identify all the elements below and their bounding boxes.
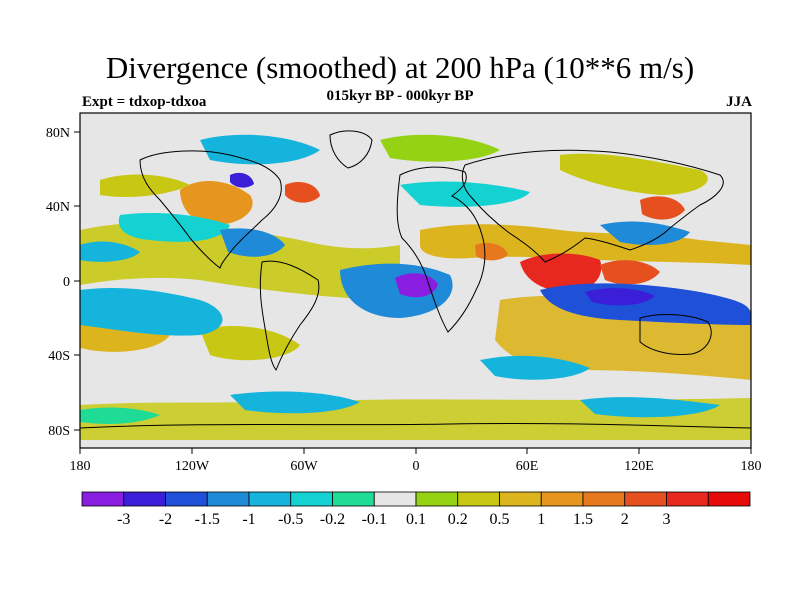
colorbar-label: -1 bbox=[242, 511, 255, 528]
colorbar-label: -0.2 bbox=[320, 511, 345, 528]
strong-negative-region bbox=[230, 172, 254, 188]
positive-anomaly-region bbox=[180, 180, 253, 225]
negative-anomaly-region bbox=[580, 397, 720, 418]
negative-anomaly-region bbox=[80, 407, 160, 424]
colorbar-swatch bbox=[540, 491, 584, 507]
colorbar-label: 0.2 bbox=[448, 511, 468, 528]
lon-tick-label: 180 bbox=[70, 459, 91, 474]
lat-tick-label: 0 bbox=[63, 275, 70, 290]
colorbar-swatch bbox=[290, 491, 333, 507]
colorbar-label: -0.1 bbox=[362, 511, 387, 528]
colorbar-swatch bbox=[206, 491, 250, 507]
negative-anomaly-region bbox=[480, 355, 590, 380]
positive-anomaly-region bbox=[560, 153, 708, 195]
lat-tick-label: 80N bbox=[46, 126, 70, 141]
colorbar-swatch bbox=[165, 491, 208, 507]
negative-anomaly-region bbox=[200, 134, 320, 165]
colorbar-swatch bbox=[123, 491, 166, 507]
longitude-axis: 180 120W 60W 0 60E 120E 180 bbox=[70, 448, 762, 474]
colorbar-label: 2 bbox=[621, 511, 629, 528]
colorbar-swatch bbox=[457, 491, 500, 507]
lon-tick-label: 60W bbox=[290, 459, 318, 474]
colorbar-swatch bbox=[415, 491, 459, 507]
colorbar-swatch bbox=[707, 491, 751, 507]
experiment-label: Expt = tdxop-tdxoa bbox=[82, 94, 207, 110]
lat-tick-label: 80S bbox=[48, 424, 70, 439]
colorbar-swatch bbox=[582, 491, 626, 507]
colorbar-swatch bbox=[248, 491, 292, 507]
negative-anomaly-region bbox=[400, 181, 530, 207]
colorbar-swatch bbox=[666, 491, 709, 507]
lon-tick-label: 0 bbox=[413, 459, 420, 474]
colorbar-label: -0.5 bbox=[278, 511, 303, 528]
colorbar-swatch bbox=[373, 491, 417, 507]
chart-title: Divergence (smoothed) at 200 hPa (10**6 … bbox=[105, 50, 695, 85]
colorbar-label: -2 bbox=[159, 511, 172, 528]
positive-anomaly-region bbox=[100, 174, 190, 197]
lon-tick-label: 120W bbox=[175, 459, 210, 474]
negative-anomaly-region bbox=[600, 221, 690, 245]
season-label: JJA bbox=[726, 94, 752, 110]
negative-anomaly-region bbox=[230, 391, 360, 414]
strong-positive-region bbox=[640, 196, 685, 220]
strong-positive-region bbox=[520, 253, 602, 292]
lon-tick-label: 60E bbox=[516, 459, 539, 474]
lon-tick-label: 180 bbox=[741, 459, 762, 474]
lat-tick-label: 40N bbox=[46, 200, 70, 215]
negative-anomaly-region bbox=[80, 288, 223, 336]
latitude-axis: 80N 40N 0 40S 80S bbox=[46, 126, 80, 439]
strong-positive-region bbox=[475, 243, 508, 261]
colorbar-label: 1 bbox=[537, 511, 545, 528]
map-field bbox=[80, 113, 751, 448]
colorbar-label: 0.5 bbox=[490, 511, 510, 528]
positive-anomaly-region bbox=[380, 134, 500, 162]
lat-tick-label: 40S bbox=[48, 349, 70, 364]
colorbar-label: -3 bbox=[117, 511, 130, 528]
positive-anomaly-region bbox=[80, 222, 400, 300]
coastlines bbox=[80, 130, 751, 429]
colorbar-swatch bbox=[81, 491, 125, 507]
negative-anomaly-region bbox=[80, 241, 140, 262]
strong-positive-region bbox=[600, 260, 660, 285]
colorbar-swatch bbox=[332, 491, 375, 507]
strong-negative-region bbox=[585, 288, 655, 306]
colorbar-swatch bbox=[499, 491, 542, 507]
colorbar: -3 -2 -1.5 -1 -0.5 -0.2 -0.1 0.1 0.2 0.5 1 1.5 2 3 bbox=[81, 491, 751, 528]
colorbar-label: 0.1 bbox=[406, 511, 426, 528]
colorbar-label: 1.5 bbox=[573, 511, 593, 528]
chart-subtitle: 015kyr BP - 000kyr BP bbox=[326, 88, 474, 104]
colorbar-label: 3 bbox=[663, 511, 671, 528]
colorbar-label: -1.5 bbox=[195, 511, 220, 528]
lon-tick-label: 120E bbox=[624, 459, 654, 474]
negative-anomaly-region bbox=[118, 213, 230, 242]
positive-anomaly-region bbox=[200, 325, 300, 361]
strong-positive-region bbox=[285, 182, 320, 203]
negative-anomaly-region bbox=[220, 228, 285, 257]
colorbar-swatch bbox=[624, 491, 667, 507]
